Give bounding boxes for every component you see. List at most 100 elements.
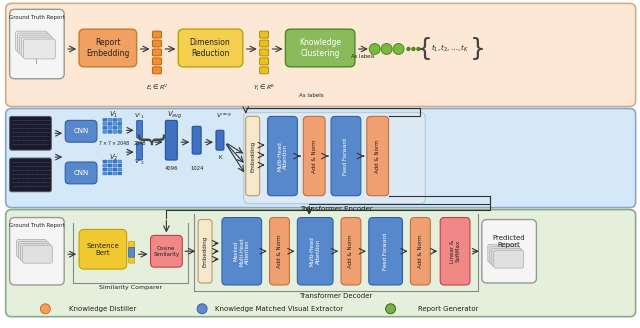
Text: Feed Forward: Feed Forward (344, 137, 348, 174)
Text: {: { (417, 37, 433, 61)
FancyBboxPatch shape (129, 247, 134, 257)
FancyBboxPatch shape (490, 246, 520, 264)
Text: As labels: As labels (351, 54, 374, 59)
Text: Linear &
SoftMax: Linear & SoftMax (450, 240, 460, 263)
FancyBboxPatch shape (118, 126, 122, 129)
Text: Dimension
Reduction: Dimension Reduction (189, 38, 230, 58)
FancyBboxPatch shape (22, 245, 52, 263)
FancyBboxPatch shape (410, 217, 430, 285)
FancyBboxPatch shape (216, 130, 224, 150)
FancyBboxPatch shape (108, 126, 112, 129)
FancyBboxPatch shape (103, 122, 107, 125)
FancyBboxPatch shape (303, 116, 325, 196)
Text: $V_1$: $V_1$ (109, 109, 118, 119)
FancyBboxPatch shape (341, 217, 361, 285)
Text: Knowledge Distiller: Knowledge Distiller (69, 306, 136, 312)
FancyBboxPatch shape (260, 40, 269, 47)
Text: Embedding: Embedding (250, 140, 255, 172)
FancyBboxPatch shape (22, 37, 53, 57)
FancyBboxPatch shape (10, 9, 64, 79)
Text: CNN: CNN (74, 170, 89, 176)
FancyBboxPatch shape (6, 210, 636, 317)
FancyBboxPatch shape (10, 158, 51, 192)
FancyBboxPatch shape (113, 168, 116, 171)
FancyBboxPatch shape (179, 29, 243, 67)
FancyBboxPatch shape (113, 160, 116, 163)
FancyBboxPatch shape (152, 58, 161, 65)
Text: Add & Norm: Add & Norm (348, 235, 353, 268)
Text: $E_i \in R^V$: $E_i \in R^V$ (146, 83, 169, 93)
FancyBboxPatch shape (246, 116, 260, 196)
FancyBboxPatch shape (118, 130, 122, 133)
FancyBboxPatch shape (103, 126, 107, 129)
FancyBboxPatch shape (152, 40, 161, 47)
FancyBboxPatch shape (79, 29, 136, 67)
FancyBboxPatch shape (198, 219, 212, 283)
Text: $V_{avg}$: $V_{avg}$ (166, 110, 182, 121)
FancyBboxPatch shape (152, 49, 161, 56)
Text: $t_1, t_2, \ldots, t_K$: $t_1, t_2, \ldots, t_K$ (431, 42, 469, 53)
Text: Add & Norm: Add & Norm (418, 235, 423, 268)
FancyBboxPatch shape (152, 31, 161, 38)
FancyBboxPatch shape (488, 244, 518, 262)
FancyBboxPatch shape (494, 250, 524, 268)
FancyBboxPatch shape (260, 31, 269, 38)
Text: Feed Forward: Feed Forward (383, 233, 388, 270)
Circle shape (393, 44, 404, 54)
FancyBboxPatch shape (108, 164, 112, 167)
FancyBboxPatch shape (118, 168, 122, 171)
FancyBboxPatch shape (24, 39, 55, 59)
FancyBboxPatch shape (113, 122, 116, 125)
Text: 4096: 4096 (164, 166, 178, 171)
Text: $7\times7\times2048$: $7\times7\times2048$ (98, 139, 130, 147)
Text: Add & Norm: Add & Norm (312, 139, 317, 173)
FancyBboxPatch shape (269, 217, 289, 285)
FancyBboxPatch shape (113, 172, 116, 175)
Text: 2048: 2048 (133, 141, 146, 146)
FancyBboxPatch shape (103, 160, 107, 163)
Text: Predicted
Report: Predicted Report (492, 236, 525, 248)
Circle shape (412, 48, 415, 51)
FancyBboxPatch shape (482, 219, 536, 283)
FancyBboxPatch shape (136, 142, 143, 160)
Text: Ground Truth Report: Ground Truth Report (8, 223, 64, 229)
FancyBboxPatch shape (103, 164, 107, 167)
FancyBboxPatch shape (6, 3, 636, 107)
Text: Embedding: Embedding (203, 236, 207, 267)
FancyBboxPatch shape (65, 120, 97, 142)
FancyBboxPatch shape (103, 172, 107, 175)
FancyBboxPatch shape (492, 248, 522, 266)
FancyBboxPatch shape (113, 118, 116, 121)
FancyBboxPatch shape (192, 126, 201, 154)
FancyBboxPatch shape (298, 217, 333, 285)
Circle shape (386, 304, 396, 314)
FancyBboxPatch shape (15, 31, 47, 51)
FancyBboxPatch shape (20, 243, 51, 261)
FancyBboxPatch shape (129, 241, 134, 263)
Circle shape (369, 44, 380, 54)
Text: Add & Norm: Add & Norm (277, 235, 282, 268)
FancyBboxPatch shape (118, 118, 122, 121)
FancyBboxPatch shape (150, 236, 182, 267)
FancyBboxPatch shape (17, 33, 49, 53)
FancyBboxPatch shape (108, 122, 112, 125)
FancyBboxPatch shape (331, 116, 361, 196)
FancyBboxPatch shape (108, 168, 112, 171)
Text: Report
Embedding: Report Embedding (86, 38, 129, 58)
FancyBboxPatch shape (108, 160, 112, 163)
FancyBboxPatch shape (118, 160, 122, 163)
Text: $V'_1$: $V'_1$ (134, 112, 145, 121)
FancyBboxPatch shape (260, 67, 269, 74)
FancyBboxPatch shape (260, 58, 269, 65)
Text: $V_2$: $V_2$ (109, 153, 118, 163)
FancyBboxPatch shape (20, 35, 51, 55)
FancyBboxPatch shape (113, 130, 116, 133)
Text: Multi-Head
Attention: Multi-Head Attention (310, 236, 321, 266)
Text: K: K (218, 155, 221, 160)
FancyBboxPatch shape (108, 118, 112, 121)
FancyBboxPatch shape (65, 162, 97, 184)
FancyBboxPatch shape (136, 120, 143, 138)
Text: Add & Norm: Add & Norm (375, 139, 380, 173)
FancyBboxPatch shape (440, 217, 470, 285)
FancyBboxPatch shape (285, 29, 355, 67)
